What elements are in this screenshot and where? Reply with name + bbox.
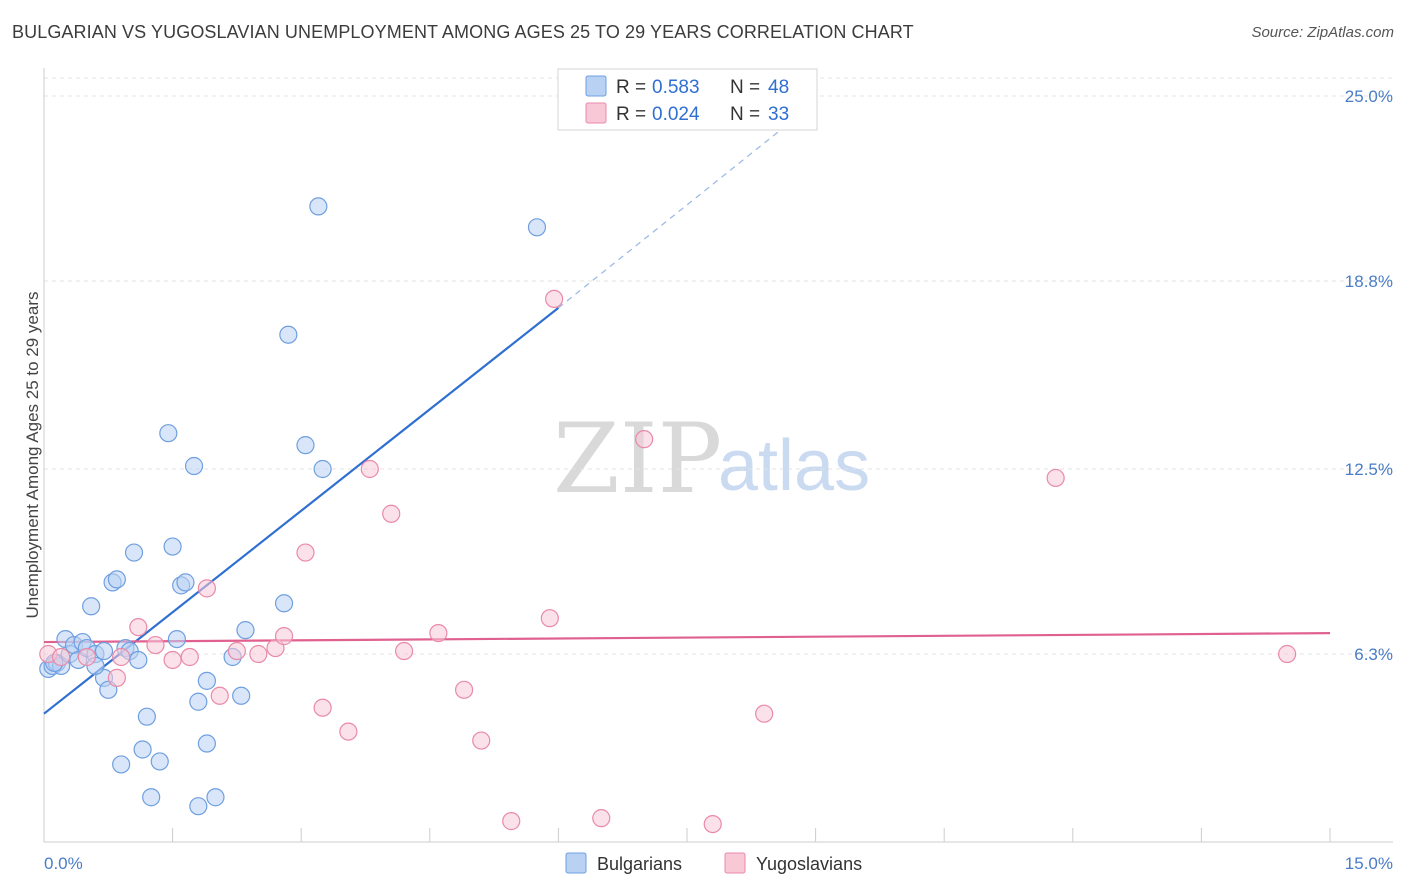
bulgarians-point-42 [296, 436, 315, 455]
y-tick-label-0: 6.3% [1354, 645, 1393, 664]
bulgarians-point-24 [142, 788, 161, 807]
data-points [39, 197, 1297, 834]
stats-legend: R = 0.583 N = 48 R = 0.024 N = 33 [557, 68, 818, 131]
yugoslavians-point-15 [296, 543, 315, 562]
y-tick-label-1: 12.5% [1345, 460, 1393, 479]
bulgarians-point-40 [274, 594, 294, 613]
yugoslavians-point-32 [1278, 644, 1297, 664]
yugoslavians-point-10 [210, 686, 229, 705]
series-legend-label-bulgarians: Bulgarians [597, 854, 682, 874]
x-tick-label-max: 15.0% [1345, 854, 1393, 873]
bulgarians-point-17 [112, 755, 131, 774]
bulgarians-point-27 [163, 537, 182, 556]
yugoslavians-point-29 [703, 814, 722, 834]
yugoslavians-point-16 [313, 698, 332, 717]
yugoslavians-point-30 [755, 704, 774, 723]
yugoslavians-point-2 [77, 647, 96, 667]
source-label: Source: ZipAtlas.com [1251, 24, 1394, 41]
yugoslavians-point-3 [107, 668, 126, 687]
x-ticks [172, 828, 1331, 842]
yugoslavians-point-24 [502, 812, 521, 831]
legend-n-value-1: 48 [768, 77, 789, 98]
series-legend-swatch-yugoslavians [724, 852, 746, 874]
chart-title: BULGARIAN VS YUGOSLAVIAN UNEMPLOYMENT AM… [12, 22, 914, 42]
bulgarians-trend-extension [558, 101, 816, 309]
bulgarians-point-16 [107, 570, 126, 589]
series-legend-swatch-bulgarians [565, 852, 587, 874]
bulgarians-point-39 [236, 621, 255, 640]
y-tick-label-2: 18.8% [1345, 272, 1393, 291]
yugoslavians-point-6 [146, 635, 165, 655]
bulgarians-point-26 [159, 424, 178, 443]
bulgarians-point-38 [232, 686, 251, 705]
y-tick-labels: 6.3% 12.5% 18.8% 25.0% [1345, 87, 1393, 664]
watermark-zip: ZIP [553, 403, 722, 515]
bulgarians-point-23 [137, 707, 156, 726]
bulgarians-point-41 [279, 325, 298, 344]
bulgarians-point-12 [94, 641, 114, 661]
y-tick-label-3: 25.0% [1345, 87, 1393, 106]
yugoslavians-point-14 [274, 627, 294, 646]
bulgarians-point-21 [129, 650, 148, 670]
legend-r-value-2: 0.024 [652, 104, 700, 125]
yugoslavians-point-23 [472, 731, 491, 750]
legend-r-label-1: R = [616, 77, 646, 98]
yugoslavians-point-25 [540, 609, 559, 628]
bulgarians-point-22 [133, 740, 152, 759]
bulgarians-point-31 [184, 456, 204, 476]
bulgarians-point-43 [309, 197, 328, 216]
legend-n-label-2: N = [730, 104, 760, 125]
series-yugoslavians [39, 289, 1297, 834]
yugoslavians-point-22 [454, 680, 474, 699]
yugoslavians-point-26 [545, 289, 564, 309]
bulgarians-point-10 [82, 597, 101, 616]
yugoslavians-point-11 [227, 641, 246, 661]
yugoslavians-point-27 [592, 809, 611, 828]
yugoslavians-point-5 [129, 618, 148, 637]
yugoslavians-point-17 [339, 722, 358, 741]
yugoslavians-trend-line [43, 632, 1331, 644]
legend-n-label-1: N = [730, 77, 760, 98]
yugoslavians-point-20 [394, 641, 414, 661]
bulgarians-point-30 [176, 573, 195, 592]
yugoslavians-point-9 [197, 579, 216, 598]
bulgarians-point-35 [197, 671, 216, 690]
legend-swatch-yugoslavians [585, 102, 607, 124]
yugoslavians-point-7 [163, 650, 182, 670]
series-bulgarians [39, 197, 547, 816]
bulgarians-point-34 [197, 734, 216, 753]
yugoslavians-point-19 [382, 504, 401, 523]
bulgarians-point-28 [167, 629, 186, 649]
legend-swatch-bulgarians [585, 75, 607, 97]
y-axis-label: Unemployment Among Ages 25 to 29 years [23, 292, 42, 619]
legend-r-value-1: 0.583 [652, 77, 700, 98]
yugoslavians-point-1 [52, 647, 71, 667]
series-legend-label-yugoslavians: Yugoslavians [756, 854, 862, 874]
bulgarians-point-20 [124, 543, 144, 562]
bulgarians-point-44 [313, 459, 332, 479]
yugoslavians-point-21 [429, 624, 448, 643]
yugoslavians-point-28 [635, 430, 654, 449]
yugoslavians-point-12 [249, 644, 268, 664]
x-tick-label-min: 0.0% [44, 854, 83, 873]
yugoslavians-point-4 [112, 647, 131, 667]
series-legend: Bulgarians Yugoslavians [565, 852, 862, 874]
legend-n-value-2: 33 [768, 104, 789, 125]
watermark-atlas: atlas [718, 426, 870, 506]
gridlines [44, 77, 1393, 655]
bulgarians-point-25 [150, 752, 169, 771]
bulgarians-point-32 [189, 692, 208, 711]
bulgarians-point-36 [206, 788, 225, 807]
yugoslavians-point-31 [1046, 468, 1065, 488]
legend-r-label-2: R = [616, 104, 646, 125]
bulgarians-point-33 [189, 797, 208, 816]
bulgarians-point-45 [527, 218, 547, 237]
yugoslavians-point-8 [180, 647, 199, 667]
yugoslavians-point-18 [360, 459, 379, 479]
